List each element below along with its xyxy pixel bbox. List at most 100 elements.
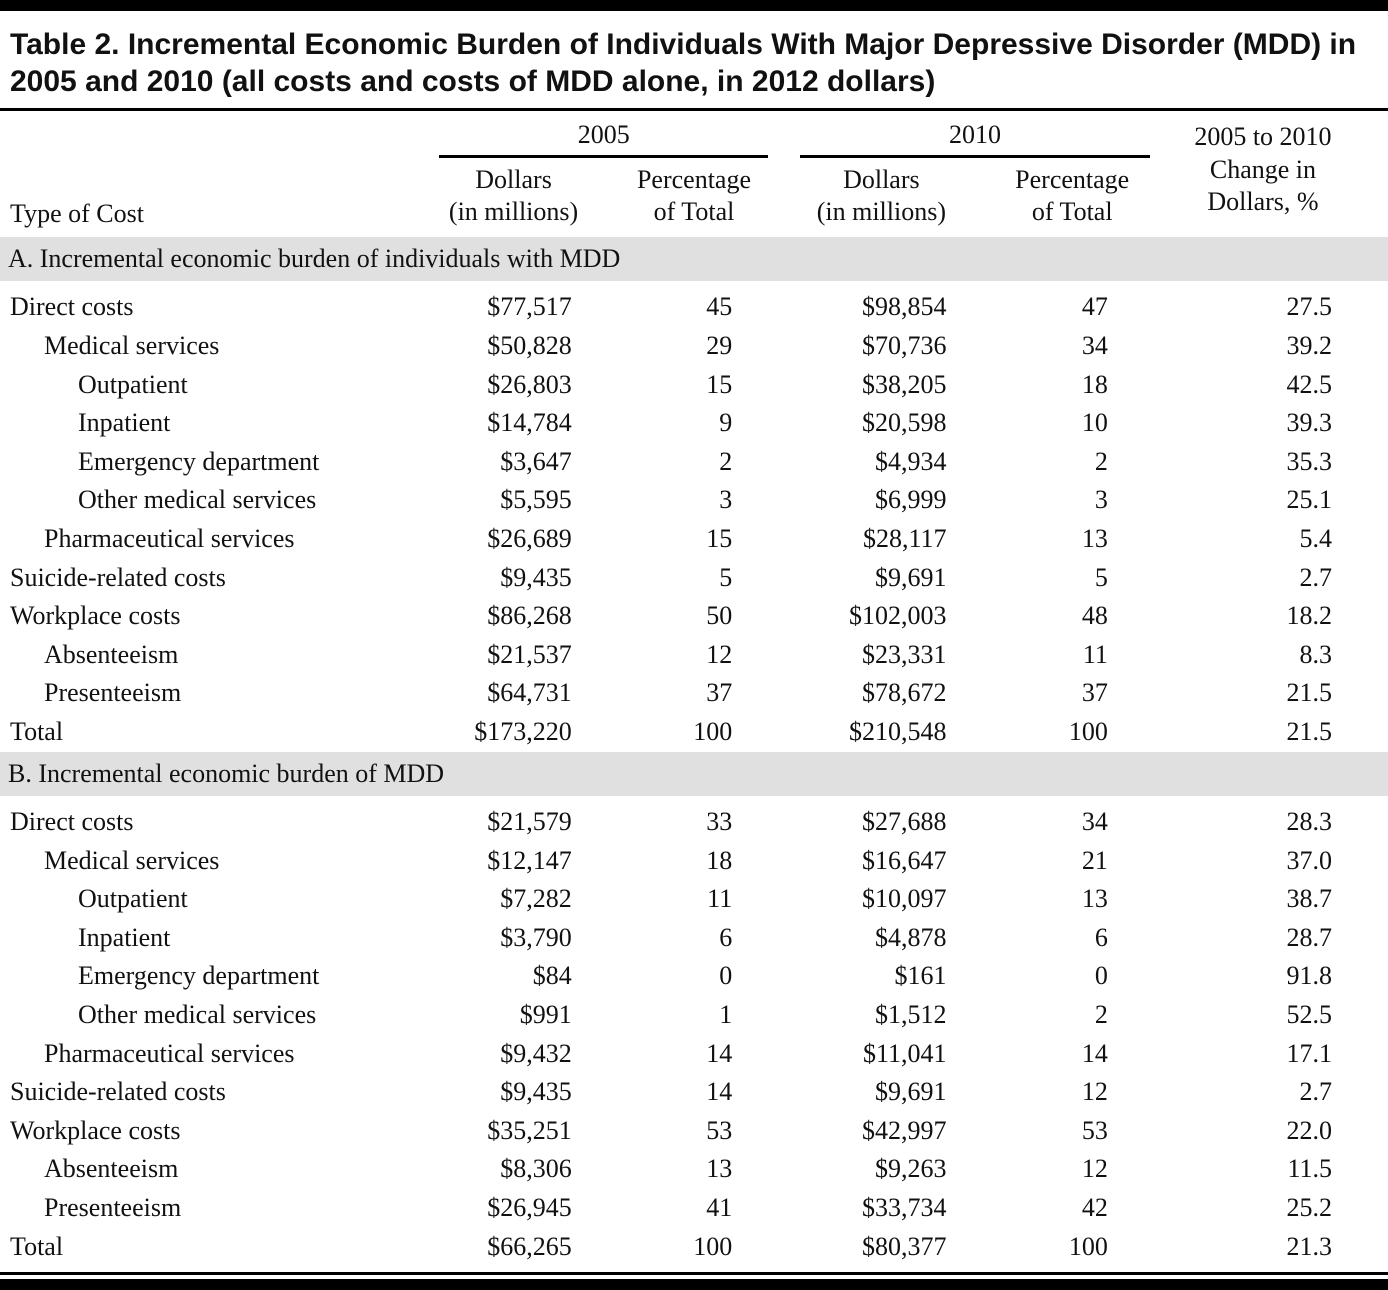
value-2005-dollars: $26,689 <box>487 523 572 553</box>
row-label: Inpatient <box>78 408 171 438</box>
value-2010-dollars: $78,672 <box>862 678 947 708</box>
value-change-percent: 38.7 <box>1286 884 1333 914</box>
value-2005-dollars: $26,803 <box>487 369 572 399</box>
value-2005-percent: 29 <box>706 330 733 360</box>
value-2010-percent: 48 <box>1081 601 1108 631</box>
value-2005-percent: 9 <box>719 408 733 438</box>
row-label: Total <box>10 1231 64 1261</box>
value-change-percent: 5.4 <box>1299 523 1333 553</box>
group-header-row: Type of Cost 2005 2010 2005 to 2010 Chan… <box>0 111 1388 228</box>
value-2005-dollars: $21,579 <box>487 807 572 837</box>
value-2010-dollars: $102,003 <box>849 601 947 631</box>
value-change-percent: 28.3 <box>1286 807 1333 837</box>
value-2010-percent: 37 <box>1081 678 1108 708</box>
value-2005-percent: 100 <box>693 1231 733 1261</box>
table-row: Suicide-related costs $9,435 5 $9,691 5 2.7 <box>0 559 1388 598</box>
table-row: Inpatient $3,790 6 $4,878 6 28.7 <box>0 919 1388 958</box>
value-2010-percent: 21 <box>1081 845 1108 875</box>
value-change-percent: 2.7 <box>1299 1077 1333 1107</box>
row-label: Absenteeism <box>44 639 179 669</box>
table-header: Type of Cost 2005 2010 2005 to 2010 Chan… <box>0 111 1388 237</box>
table-row: Suicide-related costs $9,435 14 $9,691 12 2.7 <box>0 1073 1388 1112</box>
value-2010-percent: 0 <box>1094 961 1108 991</box>
table-row: Inpatient $14,784 9 $20,598 10 39.3 <box>0 404 1388 443</box>
value-change-percent: 2.7 <box>1299 562 1333 592</box>
section-header-row: A. Incremental economic burden of indivi… <box>0 236 1388 282</box>
value-2005-dollars: $9,435 <box>500 562 572 592</box>
value-2010-percent: 13 <box>1081 884 1108 914</box>
table-row: Medical services $50,828 29 $70,736 34 39.2 <box>0 327 1388 366</box>
value-2010-dollars: $1,512 <box>875 1000 947 1030</box>
value-2010-percent: 100 <box>1068 716 1108 746</box>
table-row: Total $66,265 100 $80,377 100 21.3 <box>0 1228 1388 1267</box>
value-change-percent: 91.8 <box>1286 961 1333 991</box>
value-2005-dollars: $14,784 <box>487 408 572 438</box>
value-2005-dollars: $7,282 <box>500 884 572 914</box>
table-row: Presenteeism $26,945 41 $33,734 42 25.2 <box>0 1189 1388 1228</box>
table-row: Medical services $12,147 18 $16,647 21 37.0 <box>0 842 1388 881</box>
value-2005-dollars: $21,537 <box>487 639 572 669</box>
value-2010-percent: 10 <box>1081 408 1108 438</box>
value-2005-percent: 0 <box>719 961 733 991</box>
value-2005-dollars: $12,147 <box>487 845 572 875</box>
value-change-percent: 21.5 <box>1286 716 1333 746</box>
value-change-percent: 21.3 <box>1286 1231 1333 1261</box>
dollars-header-2005: Dollars (in millions) <box>448 164 579 227</box>
row-label: Suicide-related costs <box>10 562 226 592</box>
change-header: 2005 to 2010 Change in Dollars, % <box>1166 111 1388 237</box>
value-2005-percent: 13 <box>706 1154 733 1184</box>
value-2010-dollars: $33,734 <box>862 1193 947 1223</box>
value-2010-percent: 6 <box>1094 922 1108 952</box>
value-2010-percent: 5 <box>1094 562 1108 592</box>
table-row: Other medical services $5,595 3 $6,999 3 25.1 <box>0 481 1388 520</box>
row-label: Medical services <box>44 845 220 875</box>
value-2005-dollars: $26,945 <box>487 1193 572 1223</box>
table-row: Emergency department $3,647 2 $4,934 2 35.3 <box>0 443 1388 482</box>
value-2010-dollars: $28,117 <box>862 523 947 553</box>
group-2005-header: 2005 <box>423 111 784 158</box>
table-row: Absenteeism $8,306 13 $9,263 12 11.5 <box>0 1150 1388 1189</box>
table-row: Absenteeism $21,537 12 $23,331 11 8.3 <box>0 636 1388 675</box>
change-header-line3: Dollars, % <box>1207 187 1319 217</box>
value-2010-dollars: $9,691 <box>875 1077 947 1107</box>
value-2005-percent: 11 <box>707 884 733 914</box>
value-2010-dollars: $9,691 <box>875 562 947 592</box>
table-row: Emergency department $84 0 $161 0 91.8 <box>0 957 1388 996</box>
value-2005-dollars: $64,731 <box>487 678 572 708</box>
value-change-percent: 39.3 <box>1286 408 1333 438</box>
value-2005-percent: 1 <box>719 1000 733 1030</box>
value-2010-dollars: $16,647 <box>862 845 947 875</box>
value-2005-dollars: $50,828 <box>487 330 572 360</box>
row-label: Workplace costs <box>10 601 181 631</box>
row-label: Inpatient <box>78 922 171 952</box>
row-label: Other medical services <box>78 1000 317 1030</box>
value-change-percent: 52.5 <box>1286 1000 1333 1030</box>
value-2010-dollars: $42,997 <box>862 1115 947 1145</box>
table-row: Other medical services $991 1 $1,512 2 52.5 <box>0 996 1388 1035</box>
section-header-label: A. Incremental economic burden of indivi… <box>0 236 1388 282</box>
row-label: Pharmaceutical services <box>44 523 295 553</box>
row-label: Emergency department <box>78 961 320 991</box>
value-2005-percent: 14 <box>706 1077 733 1107</box>
value-2010-percent: 12 <box>1081 1154 1108 1184</box>
value-change-percent: 42.5 <box>1286 369 1333 399</box>
row-label: Emergency department <box>78 446 320 476</box>
row-label: Presenteeism <box>44 678 182 708</box>
table-body: A. Incremental economic burden of indivi… <box>0 236 1388 1267</box>
value-2010-dollars: $80,377 <box>862 1231 947 1261</box>
value-2005-dollars: $3,790 <box>500 922 572 952</box>
value-2005-dollars: $991 <box>519 1000 572 1030</box>
group-2010-header: 2010 <box>784 111 1166 158</box>
group-2010-label: 2010 <box>800 121 1150 158</box>
value-2010-dollars: $98,854 <box>862 292 947 322</box>
value-2005-percent: 37 <box>706 678 733 708</box>
value-2005-percent: 15 <box>706 523 733 553</box>
value-change-percent: 25.2 <box>1286 1193 1333 1223</box>
table-row: Workplace costs $86,268 50 $102,003 48 18.2 <box>0 597 1388 636</box>
value-change-percent: 11.5 <box>1287 1154 1332 1184</box>
row-label: Other medical services <box>78 485 317 515</box>
row-label: Presenteeism <box>44 1193 182 1223</box>
value-change-percent: 28.7 <box>1286 922 1333 952</box>
row-label: Direct costs <box>10 807 134 837</box>
sub-header-row: Dollars (in millions) Percentage of Tota… <box>0 158 1388 237</box>
